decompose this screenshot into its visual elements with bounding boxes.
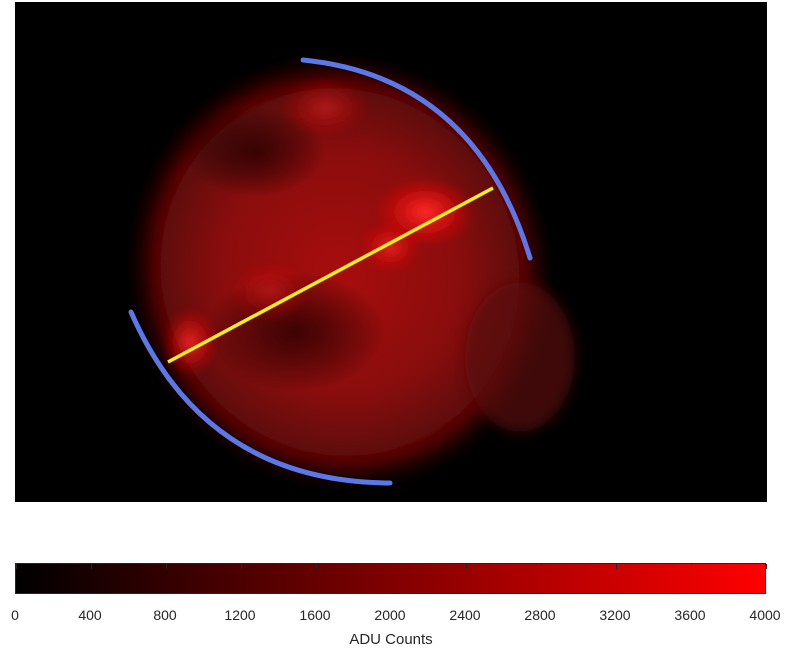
colorbar-tick-label: 800 bbox=[153, 607, 177, 623]
colorbar-tick-mark bbox=[541, 564, 542, 569]
colorbar-tick-label: 1200 bbox=[224, 607, 256, 623]
colorbar-tick-label: 2800 bbox=[524, 607, 556, 623]
colorbar-tick-mark bbox=[166, 564, 167, 569]
nebula-image bbox=[15, 2, 767, 502]
nebula-bright-knot bbox=[230, 262, 310, 322]
colorbar-tick-label: 4000 bbox=[749, 607, 781, 623]
nebula-image-svg bbox=[122, 49, 575, 495]
colorbar bbox=[15, 563, 767, 594]
colorbar-tick-mark bbox=[616, 564, 617, 569]
colorbar-tick-mark bbox=[766, 564, 767, 569]
colorbar-tick-label: 400 bbox=[78, 607, 102, 623]
colorbar-tick-label: 3600 bbox=[674, 607, 706, 623]
nebula-dark-patch bbox=[185, 107, 325, 197]
colorbar-tick-label: 0 bbox=[11, 607, 19, 623]
colorbar-tick-mark bbox=[316, 564, 317, 569]
nebula-bright-knot bbox=[360, 222, 420, 272]
colorbar-tick-label: 2400 bbox=[449, 607, 481, 623]
colorbar-tick-label: 3200 bbox=[599, 607, 631, 623]
lower-arc bbox=[128, 309, 393, 486]
colorbar-tick-mark bbox=[691, 564, 692, 569]
nebula-extension bbox=[465, 282, 575, 432]
nebula-bright-knot bbox=[280, 77, 370, 137]
colorbar-tick-mark bbox=[466, 564, 467, 569]
colorbar-tick-mark bbox=[391, 564, 392, 569]
diameter-line bbox=[167, 186, 494, 364]
colorbar-tick-label: 2000 bbox=[374, 607, 406, 623]
colorbar-tick-label: 1600 bbox=[299, 607, 331, 623]
colorbar-tick-mark bbox=[16, 564, 17, 569]
colorbar-label: ADU Counts bbox=[349, 631, 433, 648]
nebula-bright-knot bbox=[162, 307, 218, 377]
upper-arc bbox=[300, 57, 533, 261]
colorbar-tick-mark bbox=[91, 564, 92, 569]
nebula-body bbox=[122, 49, 558, 495]
colorbar-tick-mark bbox=[241, 564, 242, 569]
